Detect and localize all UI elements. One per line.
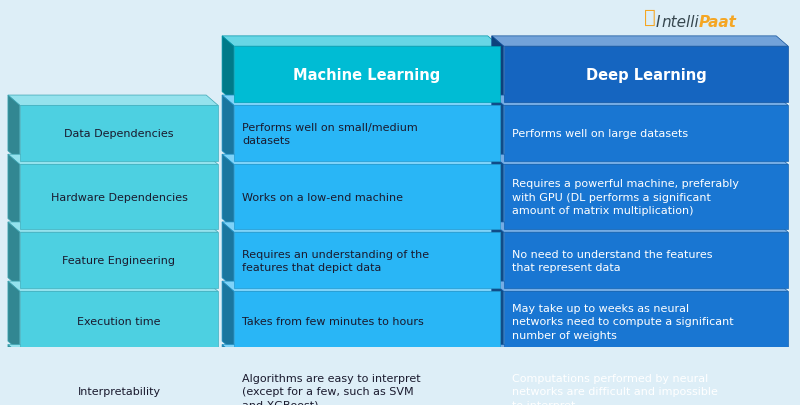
Text: Algorithms are easy to interpret
(except for a few, such as SVM
and XGBoost): Algorithms are easy to interpret (except… (242, 373, 421, 405)
Polygon shape (222, 281, 234, 352)
Polygon shape (492, 281, 504, 352)
Text: 🏃: 🏃 (644, 8, 656, 27)
FancyBboxPatch shape (504, 355, 788, 405)
Text: I: I (655, 15, 660, 30)
Text: Data Dependencies: Data Dependencies (64, 129, 174, 139)
Polygon shape (222, 96, 234, 162)
Text: No need to understand the features
that represent data: No need to understand the features that … (511, 249, 712, 272)
Polygon shape (8, 96, 20, 162)
Text: Works on a low-end machine: Works on a low-end machine (242, 192, 403, 202)
Text: Requires an understanding of the
features that depict data: Requires an understanding of the feature… (242, 249, 429, 272)
FancyBboxPatch shape (504, 106, 788, 162)
Polygon shape (222, 345, 234, 405)
Polygon shape (222, 281, 500, 292)
Polygon shape (492, 37, 504, 102)
Polygon shape (222, 155, 500, 165)
Text: Machine Learning: Machine Learning (293, 67, 441, 82)
Text: May take up to weeks as neural
networks need to compute a significant
number of : May take up to weeks as neural networks … (511, 303, 733, 340)
FancyBboxPatch shape (20, 106, 218, 162)
Polygon shape (492, 155, 504, 229)
Polygon shape (222, 222, 500, 232)
Polygon shape (492, 222, 788, 232)
Text: Performs well on small/medium
datasets: Performs well on small/medium datasets (242, 122, 418, 145)
Polygon shape (222, 222, 234, 288)
FancyBboxPatch shape (20, 292, 218, 352)
Polygon shape (492, 155, 788, 165)
Polygon shape (492, 96, 504, 162)
FancyBboxPatch shape (504, 165, 788, 229)
FancyBboxPatch shape (504, 292, 788, 352)
FancyBboxPatch shape (234, 232, 500, 288)
Polygon shape (222, 345, 500, 355)
Text: Performs well on large datasets: Performs well on large datasets (511, 129, 688, 139)
Polygon shape (8, 222, 20, 288)
FancyBboxPatch shape (504, 232, 788, 288)
FancyBboxPatch shape (20, 355, 218, 405)
Polygon shape (8, 281, 218, 292)
Polygon shape (8, 155, 20, 229)
Polygon shape (492, 96, 788, 106)
Polygon shape (222, 155, 234, 229)
Polygon shape (492, 281, 788, 292)
Polygon shape (8, 155, 218, 165)
Text: Computations performed by neural
networks are difficult and impossible
to interp: Computations performed by neural network… (511, 373, 718, 405)
Text: Paat: Paat (699, 15, 737, 30)
Text: Feature Engineering: Feature Engineering (62, 256, 175, 265)
Polygon shape (8, 281, 20, 352)
Polygon shape (8, 96, 218, 106)
Polygon shape (492, 345, 504, 405)
Polygon shape (8, 345, 20, 405)
FancyBboxPatch shape (20, 165, 218, 229)
Text: Interpretability: Interpretability (78, 386, 161, 396)
Polygon shape (492, 345, 788, 355)
Text: Deep Learning: Deep Learning (586, 67, 706, 82)
Polygon shape (492, 37, 788, 47)
FancyBboxPatch shape (234, 165, 500, 229)
Polygon shape (8, 345, 218, 355)
FancyBboxPatch shape (504, 47, 788, 102)
FancyBboxPatch shape (234, 106, 500, 162)
Text: Execution time: Execution time (78, 317, 161, 326)
Text: Requires a powerful machine, preferably
with GPU (DL performs a significant
amou: Requires a powerful machine, preferably … (511, 179, 738, 215)
FancyBboxPatch shape (234, 355, 500, 405)
Text: Takes from few minutes to hours: Takes from few minutes to hours (242, 317, 424, 326)
Polygon shape (8, 222, 218, 232)
Polygon shape (222, 37, 234, 102)
Polygon shape (492, 222, 504, 288)
Text: Hardware Dependencies: Hardware Dependencies (50, 192, 187, 202)
FancyBboxPatch shape (234, 292, 500, 352)
Polygon shape (222, 96, 500, 106)
FancyBboxPatch shape (20, 232, 218, 288)
Text: ntelli: ntelli (662, 15, 699, 30)
FancyBboxPatch shape (234, 47, 500, 102)
Polygon shape (222, 37, 500, 47)
